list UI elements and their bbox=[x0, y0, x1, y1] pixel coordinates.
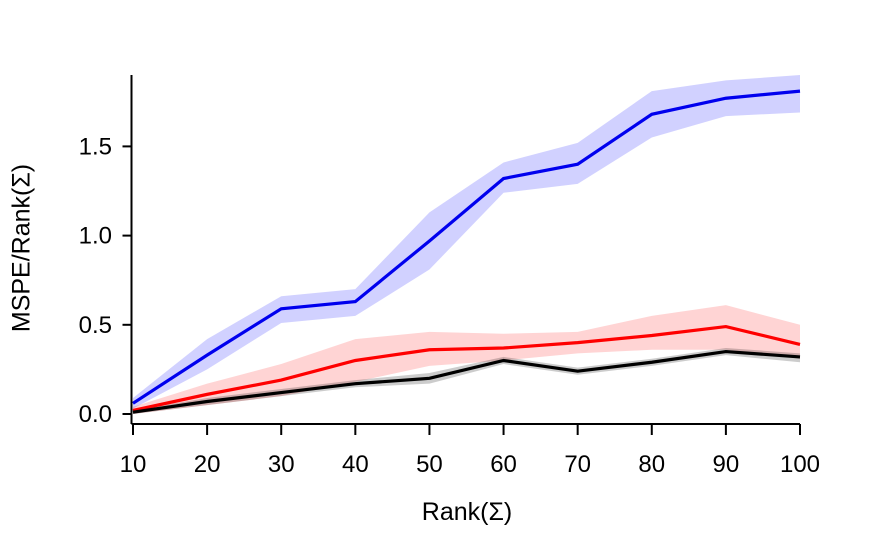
x-tick-label: 40 bbox=[342, 451, 369, 478]
series-black-line bbox=[132, 349, 801, 414]
series-blue-line bbox=[132, 89, 801, 405]
y-tick-label: 0.0 bbox=[79, 401, 112, 428]
y-tick-label: 1.0 bbox=[79, 223, 112, 250]
x-tick-label: 30 bbox=[268, 451, 295, 478]
y-tick-label: 1.5 bbox=[79, 133, 112, 160]
series-red-confidence-band bbox=[133, 305, 800, 414]
y-tick-label: 0.5 bbox=[79, 312, 112, 339]
x-tick-label: 80 bbox=[638, 451, 665, 478]
x-tick-label: 60 bbox=[490, 451, 517, 478]
y-axis-title: MSPE/Rank(Σ) bbox=[7, 163, 36, 333]
series-blue-confidence-band bbox=[133, 75, 800, 409]
x-tick-label: 50 bbox=[416, 451, 443, 478]
series-red-line bbox=[132, 324, 801, 412]
x-tick-label: 20 bbox=[194, 451, 221, 478]
x-tick-label: 100 bbox=[780, 451, 820, 478]
x-tick-label: 10 bbox=[120, 451, 147, 478]
x-tick-label: 70 bbox=[564, 451, 591, 478]
x-tick-label: 90 bbox=[713, 451, 740, 478]
x-axis-title: Rank(Σ) bbox=[421, 498, 513, 526]
